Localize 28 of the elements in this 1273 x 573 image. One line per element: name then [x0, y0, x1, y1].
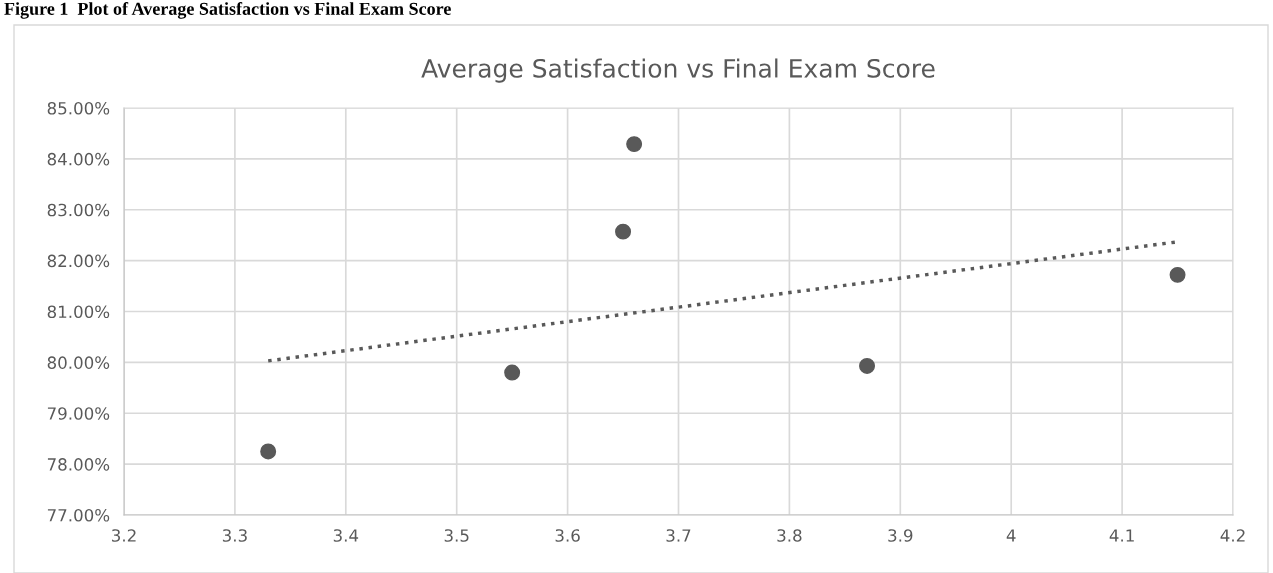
y-tick-label: 84.00%: [47, 152, 110, 166]
x-tick-label: 3.7: [666, 529, 691, 542]
x-tick-label: 3.4: [333, 529, 359, 542]
x-tick-label: 4.1: [1109, 529, 1134, 542]
point: [504, 364, 521, 381]
point: [859, 357, 876, 374]
x-tick-label: 3.6: [555, 529, 580, 542]
x-tick-label: 4.2: [1220, 529, 1245, 542]
point: [626, 136, 643, 153]
y-tick-label: 85.00%: [47, 101, 110, 115]
y-tick-label: 83.00%: [47, 203, 110, 217]
x-tick-label: 3.5: [444, 529, 469, 542]
y-tick-label: 77.00%: [47, 508, 110, 522]
y-tick-label: 82.00%: [47, 254, 110, 268]
point: [260, 443, 277, 460]
point: [615, 223, 632, 240]
caption: Figure 1 Plot of Average Satisfaction vs Final Exam Score: [4, 2, 451, 19]
x-tick-label: 3.2: [112, 529, 136, 542]
x-tick-label: 3.3: [222, 529, 247, 542]
x-tick-label: 3.9: [888, 529, 913, 542]
y-tick-label: 80.00%: [47, 356, 110, 369]
point: [1169, 266, 1186, 283]
y-tick-label: 81.00%: [47, 305, 110, 319]
chart-title: Average Satisfaction vs Final Exam Score: [421, 58, 935, 83]
x-tick-label: 3.8: [777, 529, 802, 542]
x-tick-label: 4: [1006, 529, 1016, 542]
y-tick-label: 78.00%: [47, 458, 110, 471]
y-tick-label: 79.00%: [47, 407, 110, 420]
